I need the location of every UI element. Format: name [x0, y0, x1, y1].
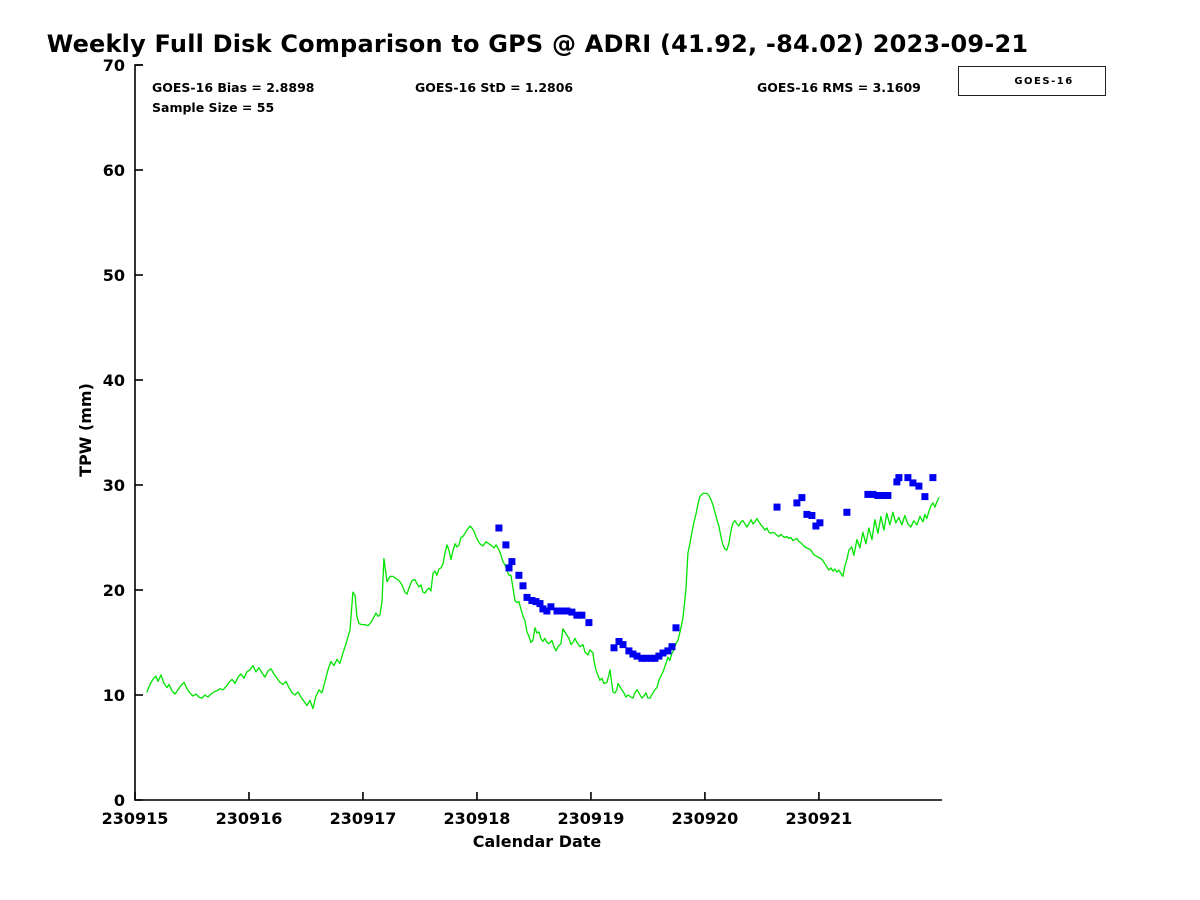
goes16-point: [515, 571, 523, 579]
stat-rms: GOES-16 RMS = 3.1609: [757, 80, 921, 95]
x-tick-label: 230917: [330, 809, 397, 828]
goes16-point: [798, 494, 806, 502]
goes16-point: [543, 607, 551, 615]
y-tick-label: 60: [103, 161, 125, 180]
goes16-point: [895, 474, 903, 482]
x-tick-label: 230921: [785, 809, 852, 828]
legend-box: GOES-16: [958, 66, 1106, 96]
goes16-point: [495, 524, 503, 532]
goes16-point: [633, 652, 641, 660]
goes16-point: [536, 600, 544, 608]
chart-title: Weekly Full Disk Comparison to GPS @ ADR…: [46, 30, 1029, 58]
goes16-point: [929, 474, 937, 482]
x-tick-label: 230915: [102, 809, 169, 828]
y-tick-label: 0: [114, 791, 125, 810]
y-tick-label: 70: [103, 56, 125, 75]
goes16-point: [563, 607, 571, 615]
x-tick-label: 230919: [558, 809, 625, 828]
y-tick-label: 20: [103, 581, 125, 600]
goes16-point: [578, 611, 586, 619]
goes16-point: [843, 508, 851, 516]
goes16-point: [869, 490, 877, 498]
goes16-point: [585, 619, 593, 627]
goes16-point: [532, 598, 540, 606]
goes16-point: [659, 649, 667, 657]
goes16-point: [573, 611, 581, 619]
x-tick-label: 230916: [216, 809, 283, 828]
stat-bias: GOES-16 Bias = 2.8898: [152, 80, 315, 95]
goes16-point: [610, 644, 618, 652]
goes16-point: [803, 510, 811, 518]
goes16-point: [528, 597, 536, 604]
goes16-point: [884, 492, 892, 499]
goes16-point: [664, 647, 672, 655]
x-tick-label: 230918: [444, 809, 511, 828]
goes16-point: [519, 582, 527, 590]
goes16-point: [655, 652, 663, 660]
goes16-point: [651, 654, 659, 662]
goes16-point: [874, 492, 882, 499]
goes16-point: [615, 638, 623, 645]
goes16-point: [619, 641, 627, 649]
y-tick-label: 10: [103, 686, 125, 705]
stat-sample-size: Sample Size = 55: [152, 100, 275, 115]
y-tick-label: 30: [103, 476, 125, 495]
goes16-point: [816, 519, 824, 527]
goes16-point: [625, 647, 633, 655]
goes16-point: [502, 541, 510, 549]
goes16-point: [523, 593, 531, 601]
y-tick-label: 40: [103, 371, 125, 390]
goes16-point: [553, 607, 561, 615]
goes16-point: [642, 654, 650, 662]
goes16-point: [668, 643, 676, 651]
goes16-point: [773, 503, 781, 511]
goes16-point: [539, 605, 547, 613]
goes16-point: [672, 624, 680, 632]
goes16-point: [909, 479, 917, 487]
gps-line: [146, 492, 940, 710]
goes16-point: [921, 493, 929, 501]
goes16-point: [647, 654, 655, 662]
goes16-point: [638, 654, 646, 662]
goes16-point: [879, 492, 887, 499]
axis-spines: [134, 64, 942, 801]
goes16-point: [547, 603, 555, 611]
legend-goes16-label: GOES-16: [1014, 75, 1074, 87]
goes16-point: [864, 490, 872, 498]
goes16-point: [505, 564, 513, 572]
goes16-point: [904, 474, 912, 482]
goes16-point: [793, 499, 801, 507]
goes16-point: [812, 522, 820, 530]
goes16-point: [629, 650, 637, 658]
y-tick-label: 50: [103, 266, 125, 285]
goes16-point: [808, 512, 816, 519]
goes16-point: [893, 478, 901, 486]
goes16-point: [558, 607, 566, 615]
goes16-point: [915, 482, 923, 490]
x-axis-label: Calendar Date: [472, 832, 602, 851]
goes16-point: [568, 608, 576, 616]
x-tick-label: 230920: [672, 809, 739, 828]
stat-std: GOES-16 StD = 1.2806: [415, 80, 574, 95]
goes16-point: [508, 558, 516, 566]
